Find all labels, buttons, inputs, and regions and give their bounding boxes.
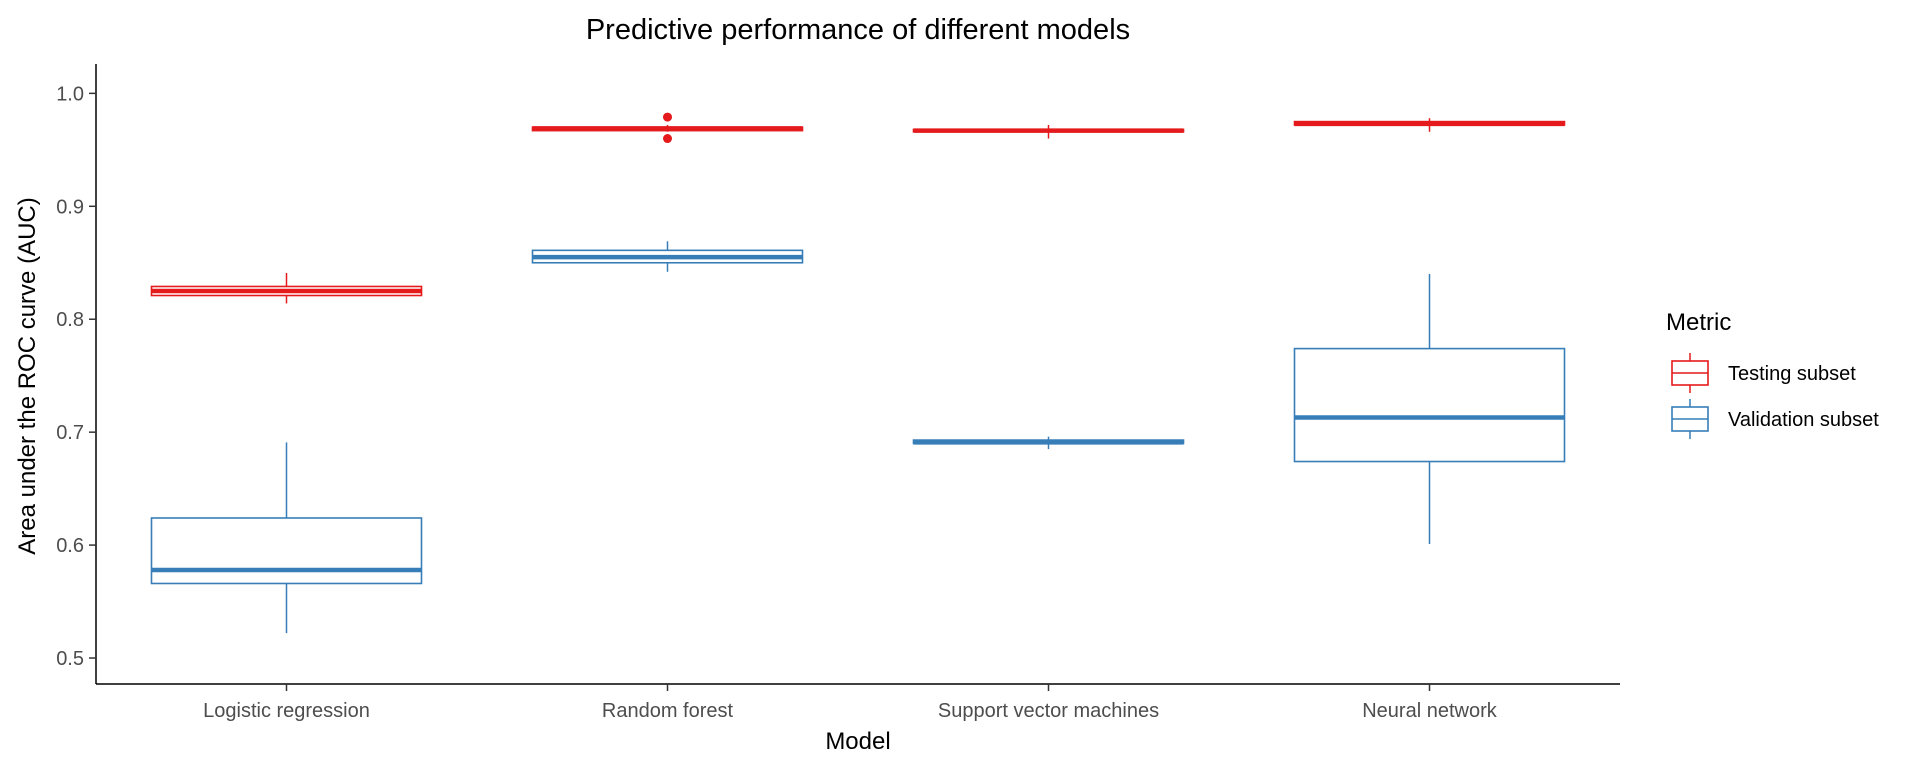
legend-items: Testing subset Validation subset: [1671, 353, 1879, 439]
box-group: [531, 241, 804, 272]
legend-item: Validation subset: [1671, 399, 1879, 439]
legend: Metric Testing subset Validation subset: [1666, 309, 1879, 439]
legend-item: Testing subset: [1671, 353, 1856, 393]
box-group: [912, 124, 1185, 139]
y-axis-ticks: 0.5 0.6 0.7 0.8 0.9 1.0: [56, 83, 96, 670]
x-tick-label: Neural network: [1362, 700, 1498, 722]
x-axis-title: Model: [825, 728, 890, 755]
x-tick-label: Support vector machines: [938, 700, 1159, 722]
y-tick-label: 0.5: [56, 648, 84, 670]
box-group: [531, 112, 804, 144]
x-tick-label: Random forest: [602, 700, 734, 722]
plot-area: [150, 112, 1566, 634]
y-tick-label: 0.9: [56, 196, 84, 218]
box-group: [1293, 274, 1566, 544]
box-body: [150, 517, 423, 585]
box-group: [150, 442, 423, 634]
legend-label: Validation subset: [1728, 409, 1879, 431]
legend-label: Testing subset: [1728, 363, 1856, 385]
y-tick-label: 1.0: [56, 83, 84, 105]
y-tick-label: 0.7: [56, 422, 84, 444]
y-tick-label: 0.6: [56, 535, 84, 557]
y-tick-label: 0.8: [56, 309, 84, 331]
box-group: [150, 272, 423, 304]
box-outlier: [663, 134, 672, 144]
y-axis-title: Area under the ROC curve (AUC): [14, 197, 41, 554]
x-axis-ticks: Logistic regression Random forest Support …: [203, 684, 1498, 722]
legend-title: Metric: [1666, 309, 1731, 336]
x-tick-label: Logistic regression: [203, 700, 370, 722]
chart-title: Predictive performance of different mode…: [586, 14, 1130, 46]
box-group: [912, 436, 1185, 450]
box-group: [1293, 118, 1566, 132]
box-body: [1293, 347, 1566, 463]
box-outlier: [663, 112, 672, 122]
